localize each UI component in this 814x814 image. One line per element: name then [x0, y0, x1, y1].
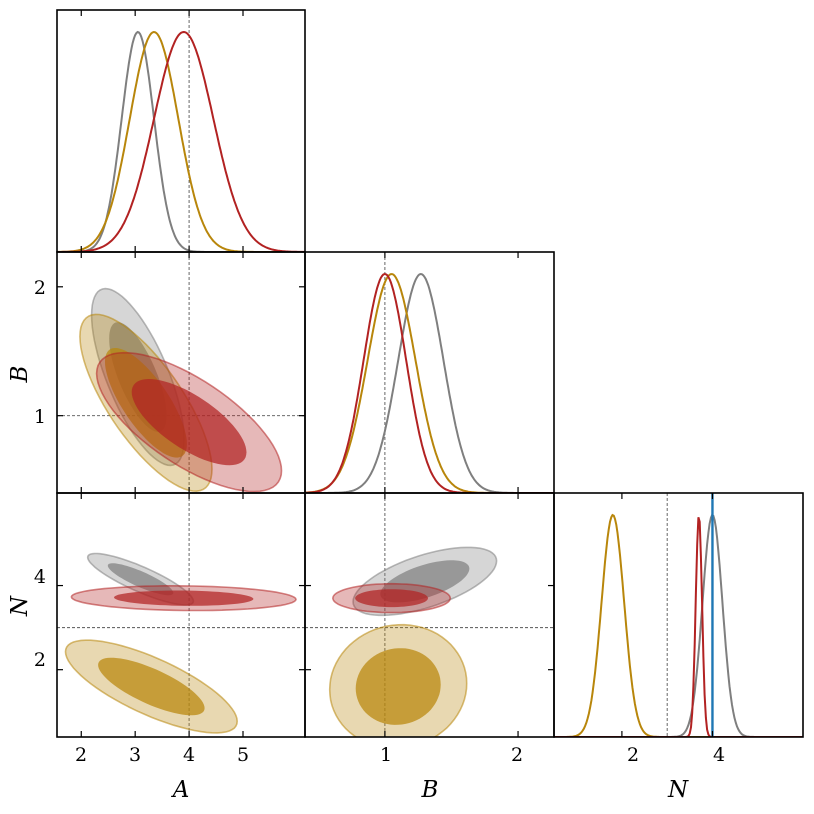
- tick-label-b-row-2: 2: [34, 277, 46, 299]
- panel-marginal-n: [554, 493, 803, 737]
- tick-label-a-4: 4: [183, 744, 195, 766]
- marginal-curve-gray-a: [57, 30, 305, 252]
- contour-68-red-b-n: [355, 589, 428, 608]
- y-axis-label-b: B: [7, 366, 33, 384]
- tick-label-a-2: 2: [75, 744, 87, 766]
- tick-label-a-3: 3: [129, 744, 141, 766]
- panel-joint-b-n: [305, 493, 554, 737]
- tick-labels: 2 3 4 5 1 2 2 4 1 2 2 4: [34, 277, 725, 766]
- x-axis-label-a: A: [171, 777, 190, 803]
- contour-68-red-a-n: [114, 590, 254, 606]
- tick-label-n-col-2: 2: [627, 744, 639, 766]
- panel-joint-a-b: [57, 252, 305, 493]
- ticks: [57, 10, 714, 737]
- contour-68-red-a-b: [131, 379, 247, 466]
- tick-label-n-row-2: 2: [34, 649, 46, 671]
- tick-label-b-row-1: 1: [34, 406, 46, 428]
- tick-label-n-col-4: 4: [713, 744, 725, 766]
- tick-label-b-2: 2: [511, 744, 523, 766]
- contour-68-gray-a-n: [107, 563, 174, 596]
- panel-joint-a-n: [57, 493, 305, 737]
- frame-marginal-n: [553, 492, 804, 738]
- y-axis-label-n: N: [7, 595, 33, 617]
- marginal-curve-gold-n: [554, 513, 803, 737]
- contour-68-gold-a-n: [98, 657, 205, 716]
- panel-marginal-a: [57, 10, 305, 252]
- x-axis-label-b: B: [421, 777, 439, 803]
- marginal-curve-red-b: [305, 272, 554, 493]
- contour-68-gold-b-n: [355, 648, 441, 725]
- marginal-curve-gold-a: [57, 30, 305, 252]
- panel-frames: [56, 9, 804, 738]
- panel-marginal-b: [305, 252, 554, 493]
- tick-label-a-5: 5: [237, 744, 249, 766]
- tick-label-n-row-4: 4: [34, 566, 46, 588]
- x-axis-label-n: N: [667, 777, 689, 803]
- marginal-curve-gold-b: [305, 273, 554, 493]
- tick-label-b-1: 1: [380, 744, 392, 766]
- marginal-curve-red-a: [57, 30, 305, 252]
